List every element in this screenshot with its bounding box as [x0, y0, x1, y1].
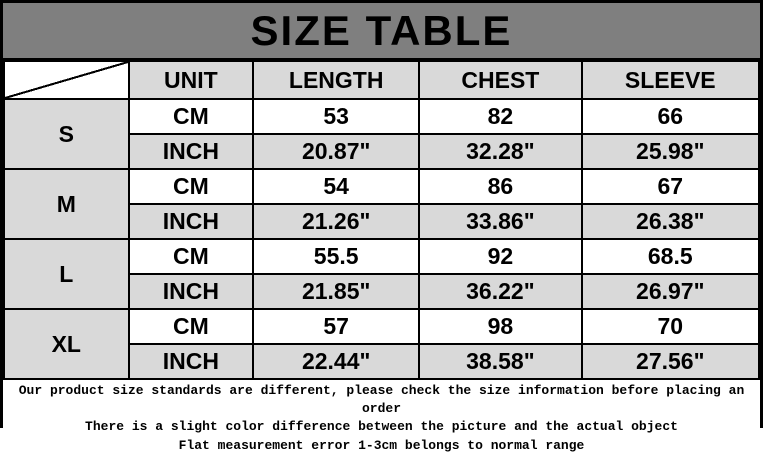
unit-cell-m-cm: CM — [127, 168, 255, 205]
value-xl-length-inch: 22.44" — [252, 343, 421, 380]
table-row-xl-cm: XL CM 57 98 70 — [3, 308, 761, 380]
value-l-length-cm: 55.5 — [252, 238, 421, 275]
unit-cell-m-inch: INCH — [127, 203, 255, 240]
value-s-chest-cm: 82 — [418, 98, 583, 135]
header-cell-sleeve: SLEEVE — [580, 60, 761, 100]
table-row-m-cm: M CM 54 86 67 — [3, 168, 761, 240]
header-cell-unit: UNIT — [127, 60, 255, 100]
table-row-s-inch: INCH 20.87" 32.28" 25.98" — [4, 133, 761, 170]
size-cell-m: M — [3, 168, 130, 240]
table-row-l-inch: INCH 21.85" 36.22" 26.97" — [4, 273, 761, 310]
footer-note-line-2: There is a slight color difference betwe… — [85, 419, 678, 435]
value-xl-sleeve-inch: 27.56" — [580, 343, 761, 380]
size-cell-s: S — [3, 98, 130, 170]
unit-cell-l-inch: INCH — [127, 273, 255, 310]
value-s-sleeve-inch: 25.98" — [580, 133, 761, 170]
value-l-sleeve-cm: 68.5 — [580, 238, 761, 275]
value-xl-length-cm: 57 — [252, 308, 421, 345]
value-m-sleeve-cm: 67 — [580, 168, 761, 205]
value-l-chest-inch: 36.22" — [418, 273, 583, 310]
table-header-row: UNIT LENGTH CHEST SLEEVE — [3, 60, 761, 100]
table-row-xl-inch: INCH 22.44" 38.58" 27.56" — [4, 343, 761, 380]
unit-cell-xl-cm: CM — [127, 308, 255, 345]
value-xl-chest-inch: 38.58" — [418, 343, 583, 380]
value-m-chest-cm: 86 — [418, 168, 583, 205]
value-m-chest-inch: 33.86" — [418, 203, 583, 240]
unit-cell-s-cm: CM — [127, 98, 255, 135]
unit-cell-s-inch: INCH — [127, 133, 255, 170]
footer-notes: Our product size standards are different… — [3, 380, 760, 457]
value-xl-chest-cm: 98 — [418, 308, 583, 345]
diagonal-corner-cell — [3, 60, 130, 100]
value-xl-sleeve-cm: 70 — [580, 308, 761, 345]
value-m-sleeve-inch: 26.38" — [580, 203, 761, 240]
value-l-length-inch: 21.85" — [252, 273, 421, 310]
size-table: UNIT LENGTH CHEST SLEEVE S CM 53 82 66 I… — [3, 60, 761, 380]
table-row-s-cm: S CM 53 82 66 — [3, 98, 761, 170]
size-cell-xl: XL — [3, 308, 130, 380]
header-cell-chest: CHEST — [418, 60, 583, 100]
value-s-sleeve-cm: 66 — [580, 98, 761, 135]
value-l-sleeve-inch: 26.97" — [580, 273, 761, 310]
unit-cell-l-cm: CM — [127, 238, 255, 275]
value-s-length-inch: 20.87" — [252, 133, 421, 170]
table-row-l-cm: L CM 55.5 92 68.5 — [3, 238, 761, 310]
unit-cell-xl-inch: INCH — [127, 343, 255, 380]
value-m-length-inch: 21.26" — [252, 203, 421, 240]
footer-note-line-1: Our product size standards are different… — [18, 383, 745, 417]
value-s-length-cm: 53 — [252, 98, 421, 135]
table-row-m-inch: INCH 21.26" 33.86" 26.38" — [4, 203, 761, 240]
size-cell-l: L — [3, 238, 130, 310]
header-cell-length: LENGTH — [252, 60, 421, 100]
value-s-chest-inch: 32.28" — [418, 133, 583, 170]
page-title: SIZE TABLE — [3, 3, 760, 60]
value-l-chest-cm: 92 — [418, 238, 583, 275]
footer-note-line-3: Flat measurement error 1-3cm belongs to … — [178, 437, 585, 453]
value-m-length-cm: 54 — [252, 168, 421, 205]
